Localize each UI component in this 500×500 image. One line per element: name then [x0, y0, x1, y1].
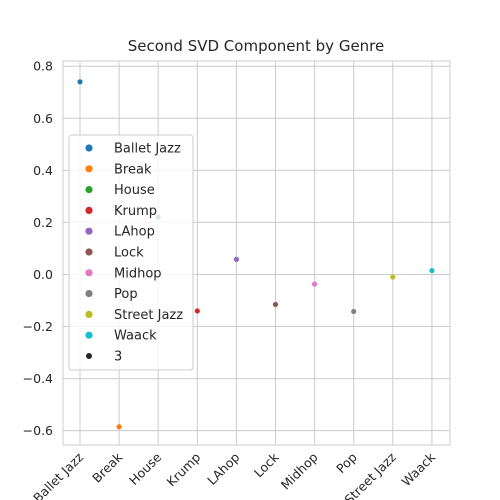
chart-title: Second SVD Component by Genre: [128, 37, 385, 55]
y-tick-label: 0.4: [33, 163, 53, 178]
y-tick-label: −0.2: [23, 319, 53, 334]
legend-label: Krump: [114, 204, 157, 219]
legend-label: Midhop: [114, 266, 162, 281]
legend-label: Waack: [114, 329, 157, 344]
legend-size-label: 3: [114, 350, 122, 365]
data-point: [77, 79, 83, 85]
legend: Ballet Jazz Break House Krump LAhop Lock Midho…: [68, 134, 194, 371]
y-tick-label: −0.6: [23, 423, 53, 438]
y-tick-label: 0.8: [33, 59, 53, 74]
y-tick-label: −0.4: [23, 371, 53, 386]
legend-marker: [85, 310, 93, 318]
legend-marker: [85, 290, 93, 298]
legend-marker: [85, 331, 93, 339]
legend-marker: [85, 269, 93, 277]
legend-label: House: [114, 183, 155, 198]
y-tick-label: 0.2: [33, 215, 53, 230]
legend-marker: [85, 227, 93, 235]
data-point: [429, 267, 435, 274]
plot-area: [62, 60, 451, 446]
legend-label: Lock: [114, 246, 144, 261]
data-point: [194, 308, 200, 314]
y-tick-label: 0.0: [33, 267, 53, 282]
legend-label: LAhop: [114, 225, 155, 240]
data-point: [116, 424, 122, 430]
y-tick-label: 0.6: [33, 111, 53, 126]
legend-marker: [85, 144, 93, 152]
legend-marker: [85, 165, 93, 173]
legend-marker: [85, 206, 93, 214]
legend-label: Street Jazz: [114, 308, 183, 323]
legend-label: Ballet Jazz: [114, 142, 181, 157]
data-point: [312, 281, 318, 287]
y-axis: −0.6 −0.4 −0.2 0.0 0.2 0.4 0.6 0.8: [23, 59, 53, 438]
legend-label: Pop: [114, 287, 138, 302]
legend-marker: [85, 186, 93, 194]
data-point: [233, 256, 239, 262]
legend-label: Break: [114, 162, 152, 177]
legend-size-marker: [86, 353, 92, 359]
legend-marker: [85, 248, 93, 256]
data-point: [351, 308, 357, 315]
data-point: [272, 301, 279, 308]
data-point: [390, 274, 396, 280]
